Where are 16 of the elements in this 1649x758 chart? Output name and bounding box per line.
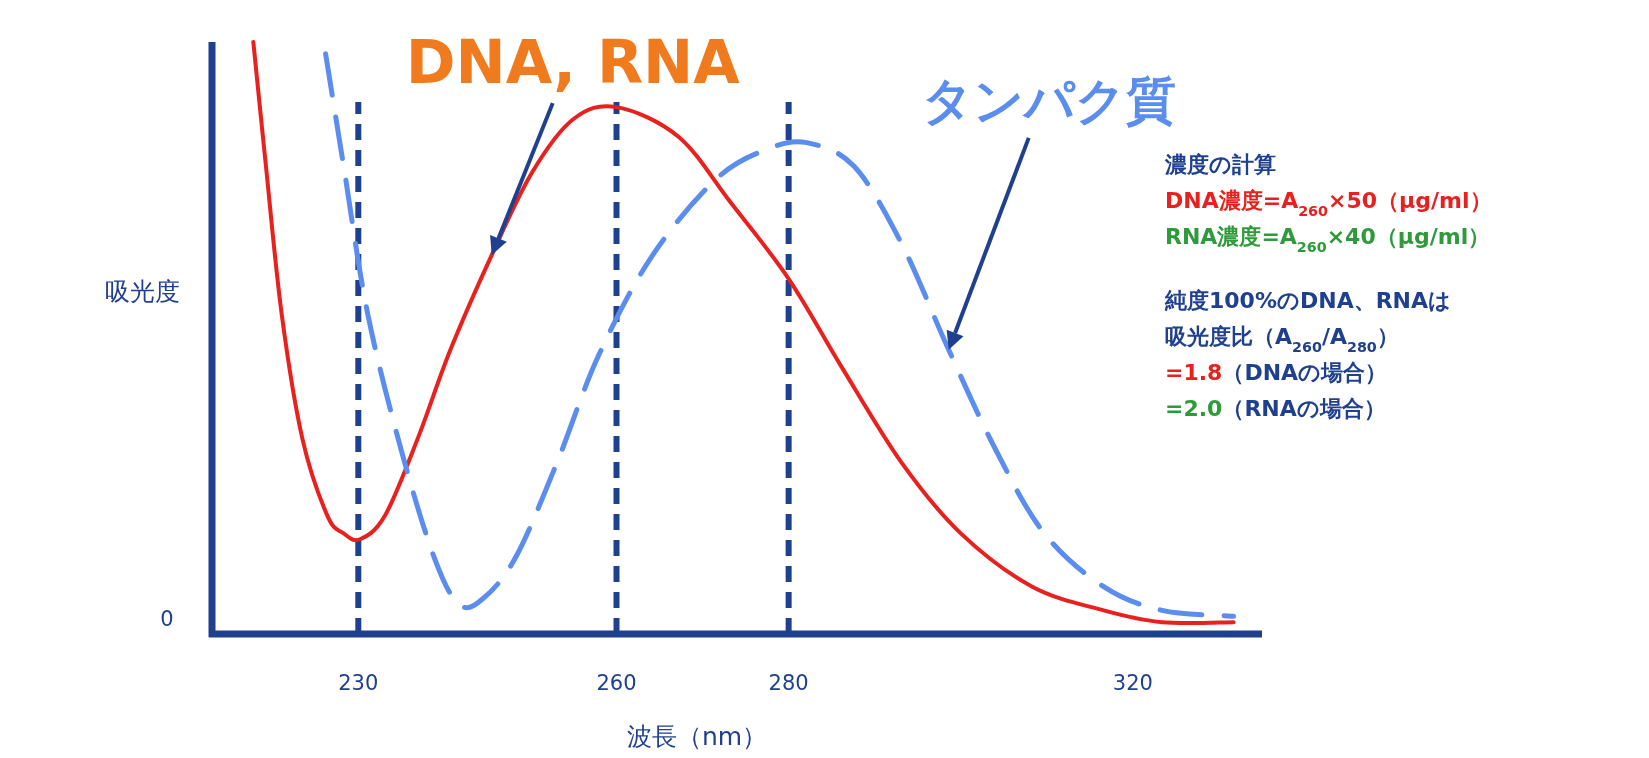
x-tick-label: 230 <box>338 671 379 695</box>
x-tick-label: 260 <box>596 671 637 695</box>
y-axis-title: 吸光度 <box>104 277 180 306</box>
x-tick-label: 320 <box>1112 671 1153 695</box>
annotation: タンパク質 <box>921 71 1176 130</box>
x-tick-label: 280 <box>768 671 809 695</box>
annotation: DNA, RNA <box>405 27 741 98</box>
annotation: 濃度の計算 <box>1164 152 1276 177</box>
annotation: =2.0（RNAの場合） <box>1165 396 1386 421</box>
text: 0 <box>160 607 174 631</box>
annotation: 純度100%のDNA、RNAは <box>1164 288 1452 313</box>
annotation: RNA濃度=A$_{260}$×40（μg/ml） <box>1165 224 1491 255</box>
x-axis-title: 波長（nm） <box>626 722 768 751</box>
annotation: =1.8（DNAの場合） <box>1165 360 1388 385</box>
annotation: DNA濃度=A$_{260}$×50（μg/ml） <box>1165 188 1492 219</box>
annotation: 吸光度比（A$_{260}$/A$_{280}$） <box>1165 324 1399 355</box>
